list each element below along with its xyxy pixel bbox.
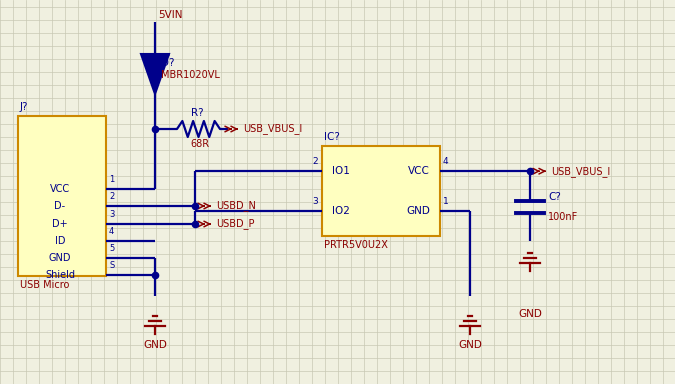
Text: USB Micro: USB Micro (20, 280, 70, 290)
Text: 1: 1 (109, 175, 114, 184)
Text: IC?: IC? (324, 132, 340, 142)
Text: J?: J? (20, 102, 28, 112)
Text: GND: GND (49, 253, 72, 263)
Text: 68R: 68R (190, 139, 210, 149)
Text: IO1: IO1 (332, 166, 350, 176)
Text: R?: R? (190, 108, 203, 118)
Text: VCC: VCC (408, 166, 430, 176)
Text: C?: C? (548, 192, 561, 202)
Text: 100nF: 100nF (548, 212, 578, 222)
Text: PRTR5V0U2X: PRTR5V0U2X (324, 240, 388, 250)
Text: 4: 4 (109, 227, 114, 236)
Text: MBR1020VL: MBR1020VL (161, 70, 220, 80)
Text: ID: ID (55, 236, 65, 246)
Text: GND: GND (143, 340, 167, 350)
Text: USBD_N: USBD_N (216, 200, 256, 212)
Text: USBD_P: USBD_P (216, 218, 254, 230)
Text: 4: 4 (443, 157, 449, 166)
Text: 3: 3 (313, 197, 318, 206)
Text: USB_VBUS_I: USB_VBUS_I (551, 166, 610, 177)
Polygon shape (141, 54, 169, 94)
Text: 1: 1 (443, 197, 449, 206)
Text: 2: 2 (109, 192, 114, 201)
Text: GND: GND (458, 340, 482, 350)
Text: GND: GND (518, 309, 542, 319)
Text: Shield: Shield (45, 270, 75, 280)
Text: D?: D? (161, 58, 175, 68)
Bar (322, 146, 440, 236)
Text: D+: D+ (52, 219, 68, 229)
Text: D-: D- (55, 201, 65, 211)
Bar (18, 116, 106, 276)
Text: S: S (109, 261, 114, 270)
Text: GND: GND (406, 206, 430, 216)
Text: USB_VBUS_I: USB_VBUS_I (243, 124, 302, 134)
Text: 2: 2 (313, 157, 318, 166)
Text: VCC: VCC (50, 184, 70, 194)
Text: 3: 3 (109, 210, 114, 219)
Text: IO2: IO2 (332, 206, 350, 216)
Text: 5: 5 (109, 244, 114, 253)
Text: 5VIN: 5VIN (158, 10, 182, 20)
